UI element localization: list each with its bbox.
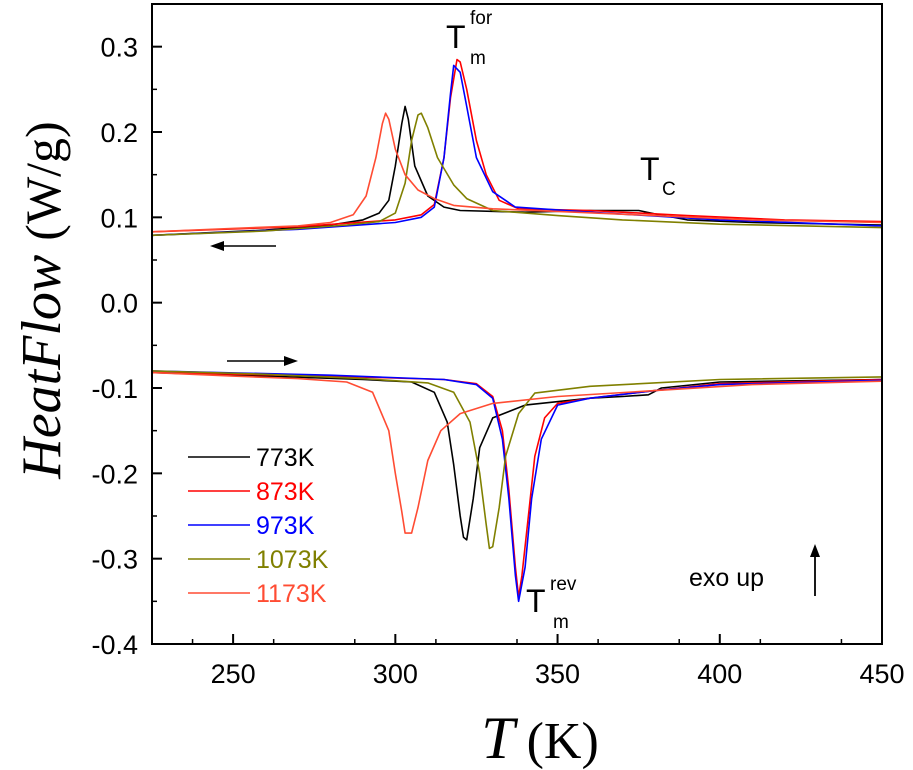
y-tick-label: 0.1	[100, 203, 138, 233]
x-axis-symbol: T	[481, 705, 518, 770]
heating-arrow-icon	[227, 356, 298, 366]
y-tick-label: -0.2	[91, 459, 138, 489]
tm-rev-sub: m	[553, 612, 569, 633]
exo-up-arrowhead	[810, 544, 820, 557]
series-773K-cooling-line	[151, 105, 883, 237]
tm-for-base: T	[446, 19, 466, 55]
x-tick-label: 400	[697, 659, 742, 689]
y-tick-label: -0.3	[91, 545, 138, 575]
plot-lines	[151, 58, 883, 603]
exo-up-label: exo up	[689, 564, 764, 592]
tm-rev-annotation: T rev m	[526, 574, 577, 633]
legend-label: 773K	[256, 444, 315, 472]
tc-sub: C	[662, 179, 676, 200]
x-tick-label: 250	[211, 659, 256, 689]
series-1173K-cooling-line	[151, 112, 883, 233]
series-1173K-heating-line	[151, 371, 883, 534]
x-tick-label: 300	[373, 659, 418, 689]
tc-base: T	[640, 151, 660, 187]
tc-annotation: T C	[640, 151, 676, 200]
tm-for-sup: for	[470, 8, 493, 29]
legend-label: 1173K	[256, 580, 327, 608]
legend-label: 873K	[256, 478, 315, 506]
exo-up-annotation: exo up	[689, 544, 820, 596]
y-tick-label: 0.2	[100, 118, 138, 148]
series-773K-heating-line	[151, 371, 883, 541]
y-axis-ticks: -0.4 -0.3 -0.2 -0.1 0.0 0.1 0.2 0.3	[91, 33, 162, 660]
y-tick-label: 0.0	[100, 289, 138, 319]
y-axis-unit: (W/g)	[15, 121, 71, 240]
y-tick-label: -0.1	[91, 374, 138, 404]
cooling-arrow-icon	[210, 241, 276, 251]
legend-label: 1073K	[256, 546, 329, 574]
series-1073K-cooling-line	[151, 112, 883, 237]
legend: 773K 873K 973K 1073K 1173K	[188, 444, 329, 608]
series-1073K-heating-line	[151, 370, 883, 550]
x-axis-ticks: 250 300 350 400 450	[191, 634, 905, 689]
x-axis-title: T (K)	[481, 705, 599, 770]
x-axis-unit: (K)	[527, 713, 599, 770]
y-axis-title: HeatFlow (W/g)	[11, 121, 73, 479]
tm-rev-sup: rev	[550, 574, 577, 595]
series-973K-heating-line	[151, 370, 883, 603]
legend-label: 973K	[256, 512, 315, 540]
series-873K-cooling-line	[151, 58, 883, 233]
x-tick-label: 350	[535, 659, 580, 689]
series-973K-cooling-line	[151, 64, 883, 237]
y-tick-label: 0.3	[100, 33, 138, 63]
tm-rev-base: T	[526, 583, 546, 619]
tm-for-annotation: T for m	[446, 8, 493, 69]
x-tick-label: 450	[859, 659, 904, 689]
y-axis-symbol: HeatFlow	[11, 255, 73, 480]
tm-for-sub: m	[470, 48, 486, 69]
y-tick-label: -0.4	[91, 630, 138, 660]
